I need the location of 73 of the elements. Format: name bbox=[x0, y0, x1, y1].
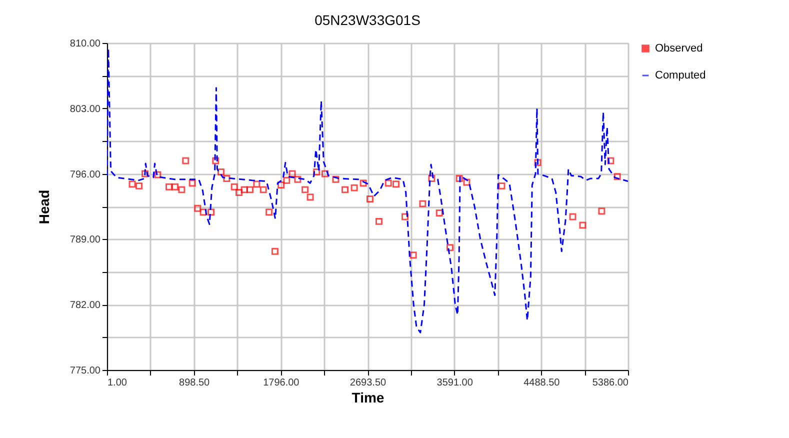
point bbox=[240, 186, 248, 194]
point bbox=[446, 244, 454, 252]
point bbox=[217, 168, 224, 176]
point bbox=[410, 252, 417, 259]
y-tick-label: 803.00 bbox=[70, 104, 101, 115]
point bbox=[342, 186, 348, 194]
point bbox=[366, 196, 374, 203]
line-series bbox=[107, 48, 628, 334]
point bbox=[614, 173, 621, 180]
point bbox=[402, 213, 408, 220]
x-tick-label: 1796.00 bbox=[263, 378, 300, 388]
point bbox=[266, 208, 273, 216]
point bbox=[212, 157, 220, 164]
y-axis-title: Head bbox=[36, 190, 52, 224]
x-tick-label: 3591.00 bbox=[436, 378, 474, 388]
point bbox=[384, 180, 392, 187]
point bbox=[321, 170, 328, 178]
point bbox=[182, 157, 190, 164]
point bbox=[223, 174, 230, 182]
point bbox=[569, 213, 576, 220]
y-tick-label: 810.00 bbox=[70, 38, 101, 50]
point bbox=[283, 176, 290, 184]
point bbox=[428, 174, 436, 182]
point bbox=[436, 210, 443, 217]
point bbox=[360, 180, 367, 187]
point bbox=[498, 182, 506, 190]
point bbox=[178, 186, 186, 194]
y-tick-label: 796.00 bbox=[70, 169, 101, 180]
point bbox=[194, 204, 202, 212]
x-tick-label: 4488.50 bbox=[524, 378, 560, 388]
point bbox=[142, 170, 149, 178]
point bbox=[271, 248, 278, 255]
point bbox=[579, 222, 586, 229]
point bbox=[463, 178, 470, 186]
point bbox=[332, 176, 340, 183]
point bbox=[294, 176, 302, 183]
point bbox=[136, 182, 143, 190]
point bbox=[534, 159, 542, 166]
point bbox=[419, 200, 426, 208]
point bbox=[235, 188, 242, 196]
x-tick-label: 5386.00 bbox=[592, 378, 629, 388]
point bbox=[253, 180, 260, 188]
x-tick-label: 1.00 bbox=[108, 378, 128, 388]
point bbox=[313, 168, 320, 176]
point bbox=[392, 180, 400, 188]
point bbox=[260, 186, 267, 194]
point bbox=[306, 194, 314, 201]
point bbox=[350, 184, 358, 192]
point bbox=[607, 157, 614, 164]
y-tick-label: 782.00 bbox=[70, 300, 101, 312]
x-axis-title: Time bbox=[352, 390, 384, 406]
chart-title: 05N23W33G01S bbox=[314, 12, 420, 28]
point bbox=[375, 218, 382, 225]
x-tick-label: 2693.50 bbox=[350, 378, 387, 388]
point bbox=[456, 174, 463, 182]
point bbox=[166, 183, 173, 190]
point bbox=[188, 180, 196, 187]
point bbox=[154, 171, 162, 178]
point bbox=[288, 170, 296, 178]
point bbox=[172, 183, 179, 190]
legend-label: Observed bbox=[655, 42, 703, 54]
point bbox=[278, 182, 285, 188]
legend-label: Computed bbox=[655, 70, 706, 82]
point bbox=[208, 208, 214, 216]
y-tick-label: 775.00 bbox=[70, 366, 101, 376]
point bbox=[246, 186, 254, 194]
point bbox=[598, 208, 606, 215]
point bbox=[200, 208, 207, 216]
y-tick-label: 789.00 bbox=[70, 234, 101, 246]
x-tick-label: 898.50 bbox=[179, 378, 210, 388]
point bbox=[302, 186, 309, 194]
point bbox=[128, 180, 136, 188]
point bbox=[230, 183, 238, 190]
